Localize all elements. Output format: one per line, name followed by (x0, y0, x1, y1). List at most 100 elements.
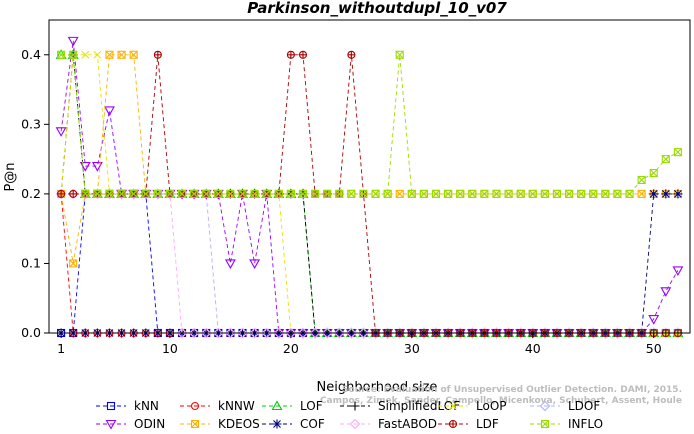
series-odin (55, 36, 684, 339)
data-point-odin (660, 287, 672, 297)
data-point-cof (673, 189, 683, 199)
data-point-fastabod (188, 327, 200, 339)
data-point-inflo (431, 189, 441, 198)
legend-swatch-marker (449, 402, 457, 410)
data-point-inflo (395, 50, 404, 59)
y-tick-label: 0.3 (21, 116, 41, 131)
data-point-inflo (323, 189, 332, 198)
series-inflo (57, 50, 682, 198)
data-point-inflo (359, 189, 368, 198)
legend-item-knn: kNN (96, 399, 159, 413)
data-point-fastabod (261, 327, 272, 339)
data-point-fastabod (309, 327, 321, 339)
y-tick-label: 0.4 (21, 47, 41, 62)
data-point-inflo (407, 189, 416, 198)
data-point-inflo (577, 189, 586, 198)
series-kdeos (57, 50, 682, 268)
legend-label: LoOP (476, 399, 507, 413)
series-line-odin (60, 40, 679, 334)
legend-label: KDEOS (218, 417, 260, 431)
data-point-odin (79, 162, 91, 172)
x-tick-label: 30 (404, 341, 420, 356)
data-point-fastabod (249, 327, 260, 339)
data-point-inflo (190, 189, 199, 198)
data-point-cof (661, 189, 671, 199)
data-point-inflo (238, 189, 247, 198)
legend-swatch-marker (272, 419, 282, 429)
legend-swatch-marker (271, 400, 283, 411)
data-point-fastabod (346, 327, 357, 339)
data-point-odin (672, 266, 684, 277)
legend-item-cof: COF (262, 417, 325, 431)
data-point-inflo (637, 175, 646, 185)
legend-label: ODIN (134, 417, 165, 431)
legend-label: LDF (476, 417, 499, 431)
y-axis-label: P@n (3, 162, 18, 191)
data-point-inflo (661, 155, 670, 164)
data-point-fastabod (213, 327, 224, 339)
data-point-inflo (649, 168, 658, 178)
legend-item-simplifiedlof: SimplifiedLOF (340, 399, 460, 413)
data-point-inflo (226, 189, 235, 198)
data-point-inflo (383, 189, 392, 198)
data-point-fastabod (176, 327, 188, 339)
y-axis: 0.0 0.1 0.2 0.3 0.4 (21, 47, 49, 340)
data-point-kdeos (637, 189, 646, 198)
x-tick-label: 1 (57, 341, 65, 356)
data-point-odin (104, 106, 115, 117)
data-point-inflo (129, 189, 138, 198)
data-point-fastabod (273, 327, 285, 339)
data-point-inflo (552, 189, 562, 198)
legend-item-odin: ODIN (96, 417, 165, 431)
data-point-fastabod (200, 327, 212, 339)
legend-swatch-marker (350, 401, 360, 411)
legend: kNN kNNW LOF SimplifiedLOF LoOP LDOF ODIN KDEOS… (96, 399, 603, 431)
data-point-inflo (141, 189, 150, 198)
data-point-kdeos (105, 50, 114, 59)
data-point-inflo (673, 148, 682, 157)
data-point-inflo (528, 189, 537, 198)
data-point-inflo (177, 189, 187, 198)
data-point-inflo (540, 189, 549, 198)
data-point-kdeos (395, 189, 404, 198)
data-point-inflo (311, 189, 320, 198)
data-point-fastabod (358, 327, 369, 339)
legend-label: COF (300, 417, 325, 431)
data-point-inflo (456, 189, 465, 198)
data-point-ldf (69, 189, 78, 198)
data-point-inflo (298, 189, 308, 198)
legend-item-fastabod: FastABOD (340, 417, 437, 431)
data-point-inflo (371, 189, 380, 198)
data-point-ldf (298, 50, 308, 59)
data-point-odin (249, 259, 261, 270)
data-point-loop (93, 50, 102, 59)
legend-swatch-marker (448, 419, 458, 429)
data-point-odin (67, 36, 79, 47)
series-layer (55, 36, 684, 339)
legend-label: SimplifiedLOF (378, 399, 460, 413)
x-axis: 1 10 20 30 40 50 (57, 333, 662, 356)
data-point-ldf (286, 50, 295, 59)
data-point-cof (649, 189, 659, 199)
y-tick-label: 0.1 (21, 255, 41, 270)
x-tick-label: 40 (525, 341, 541, 356)
data-point-inflo (468, 189, 477, 198)
data-point-inflo (93, 189, 102, 198)
x-axis-label: Neighborhood size (317, 380, 438, 395)
data-point-inflo (153, 189, 162, 198)
x-tick-label: 50 (646, 341, 662, 356)
legend-swatch-marker (539, 400, 551, 412)
plot-frame (48, 19, 691, 334)
data-point-inflo (504, 189, 513, 198)
legend-item-ldof: LDOF (530, 399, 600, 413)
legend-swatch-marker (349, 418, 361, 430)
data-point-inflo (565, 189, 574, 198)
data-point-fastabod (225, 327, 236, 339)
data-point-inflo (419, 189, 428, 198)
legend-swatch-marker (190, 419, 200, 429)
data-point-inflo (444, 189, 453, 198)
data-point-inflo (492, 189, 501, 198)
legend-swatch-marker (105, 419, 117, 430)
